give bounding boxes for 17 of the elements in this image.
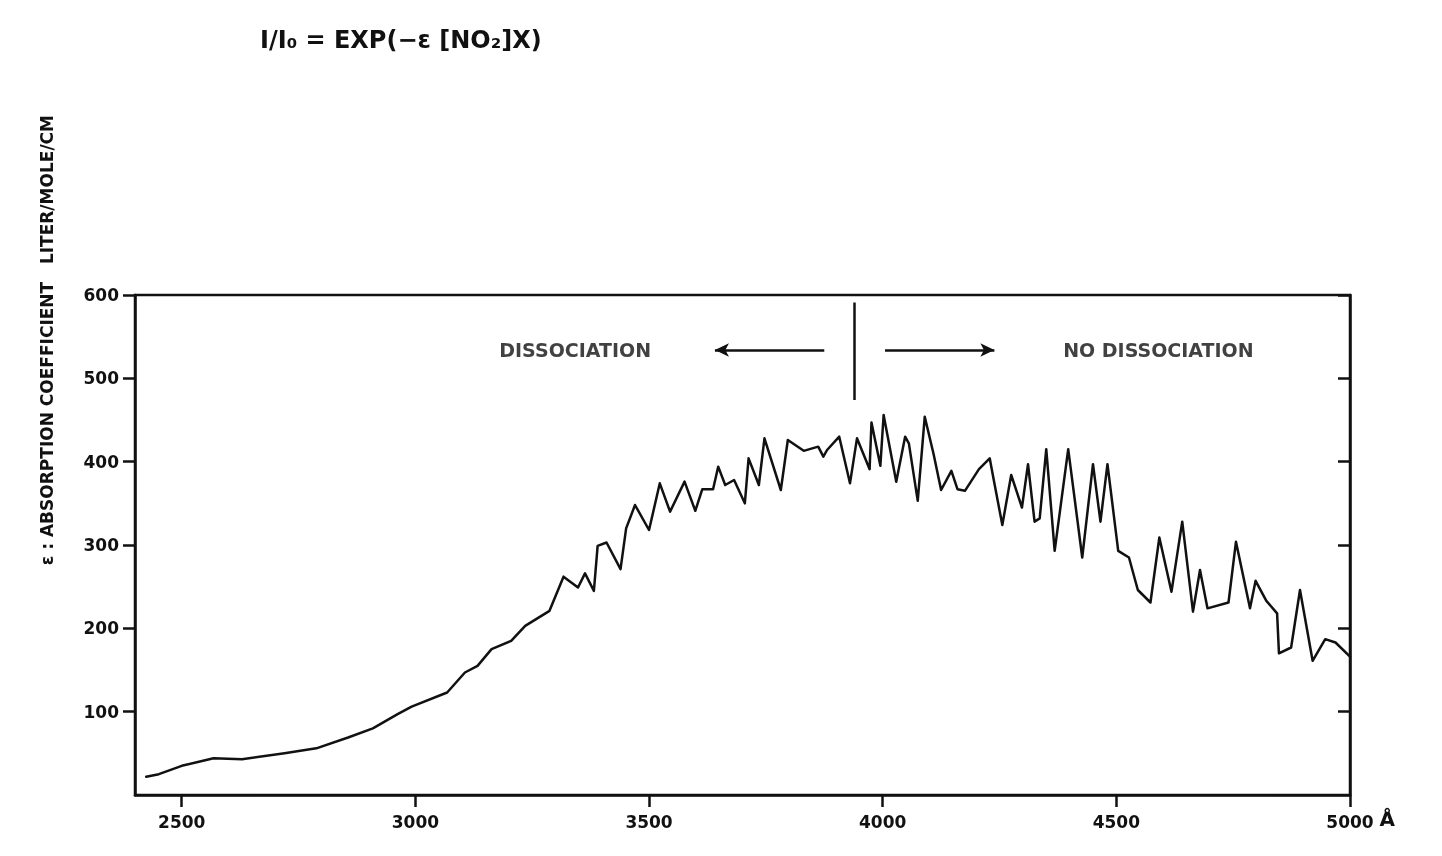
y-tick-label: 400 [83,451,120,472]
text: I/I₀ = EXP(−ε [NO₂]X) [260,26,542,54]
x-tick-label: 4000 [859,811,907,832]
y-tick-label: 200 [83,618,120,639]
x-tick-label: 3000 [391,811,440,832]
y-tick-label: 600 [83,285,120,305]
x-tick-label: 2500 [158,811,206,832]
y-tick-label: 500 [83,368,120,389]
x-tick-label: 4500 [1092,811,1141,832]
x-tick-label: 5000 [1326,811,1374,832]
annotation: NO DISSOCIATION [1063,339,1254,361]
y-axis-title: ε : ABSORPTION COEFFICIENT LITER/MOLE/CM [36,115,57,566]
x-axis-title: Å [1379,807,1396,831]
x-tick-label: 3500 [625,811,673,832]
y-tick-label: 300 [83,535,120,555]
annotation: DISSOCIATION [499,339,652,361]
y-tick-label: 100 [83,701,120,722]
